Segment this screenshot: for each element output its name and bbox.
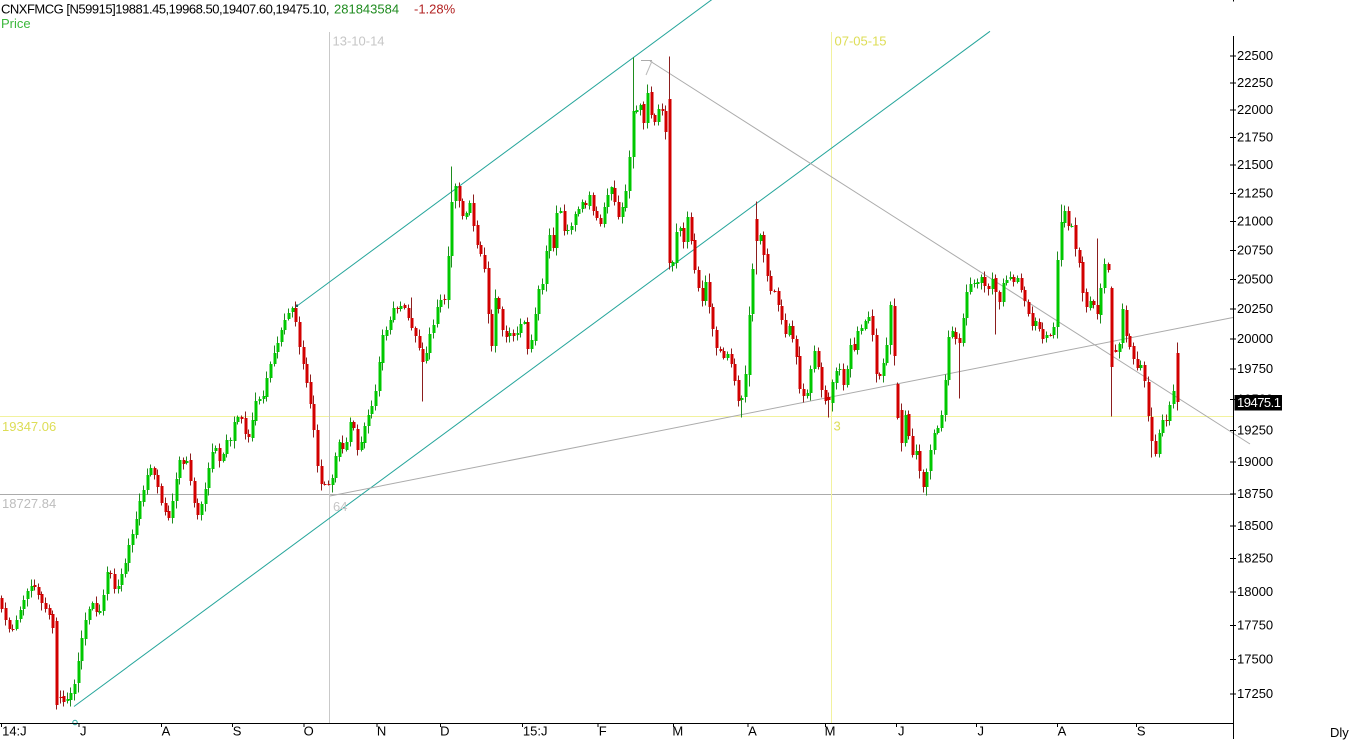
svg-text:21250: 21250 [1237, 185, 1273, 200]
svg-text:13-10-14: 13-10-14 [333, 34, 385, 49]
svg-text:J: J [898, 724, 905, 739]
svg-text:F: F [599, 724, 607, 739]
svg-text:S: S [233, 724, 242, 739]
svg-text:20500: 20500 [1237, 272, 1273, 287]
svg-text:22250: 22250 [1237, 75, 1273, 90]
svg-text:14:J: 14:J [2, 724, 27, 739]
svg-text:64: 64 [333, 499, 347, 514]
svg-text:22500: 22500 [1237, 48, 1273, 63]
svg-text:19347.06: 19347.06 [2, 419, 56, 434]
svg-text:17500: 17500 [1237, 652, 1273, 667]
svg-text:Price: Price [1, 16, 31, 31]
svg-text:3: 3 [834, 419, 841, 434]
svg-text:17750: 17750 [1237, 617, 1273, 632]
svg-text:J: J [80, 724, 87, 739]
svg-text:22000: 22000 [1237, 102, 1273, 117]
svg-text:19000: 19000 [1237, 454, 1273, 469]
svg-text:A: A [162, 724, 171, 739]
svg-text:J: J [978, 724, 985, 739]
svg-text:19475.1: 19475.1 [1237, 395, 1281, 410]
svg-text:20000: 20000 [1237, 331, 1273, 346]
svg-text:A: A [1058, 724, 1067, 739]
svg-text:M: M [825, 724, 836, 739]
svg-text:281843584: 281843584 [334, 2, 399, 17]
svg-text:21750: 21750 [1237, 129, 1273, 144]
svg-text:18727.84: 18727.84 [2, 496, 56, 511]
svg-text:18250: 18250 [1237, 551, 1273, 566]
svg-text:CNXFMCG [N59915]19881.45,19968: CNXFMCG [N59915]19881.45,19968.50,19407.… [1, 2, 329, 17]
svg-text:O: O [304, 724, 314, 739]
svg-text:19750: 19750 [1237, 361, 1273, 376]
svg-text:20750: 20750 [1237, 243, 1273, 258]
svg-text:A: A [748, 724, 757, 739]
svg-text:M: M [672, 724, 683, 739]
svg-text:21500: 21500 [1237, 157, 1273, 172]
svg-text:17250: 17250 [1237, 686, 1273, 701]
svg-text:N: N [377, 724, 386, 739]
svg-text:21000: 21000 [1237, 214, 1273, 229]
svg-text:S: S [1137, 724, 1146, 739]
svg-text:Dly: Dly [1330, 725, 1349, 740]
svg-text:18750: 18750 [1237, 486, 1273, 501]
svg-text:-1.28%: -1.28% [414, 2, 456, 17]
svg-text:18500: 18500 [1237, 518, 1273, 533]
svg-text:D: D [440, 724, 449, 739]
svg-text:07-05-15: 07-05-15 [835, 34, 887, 49]
svg-text:18000: 18000 [1237, 584, 1273, 599]
svg-text:15:J: 15:J [523, 724, 548, 739]
svg-text:19250: 19250 [1237, 423, 1273, 438]
svg-text:20250: 20250 [1237, 301, 1273, 316]
